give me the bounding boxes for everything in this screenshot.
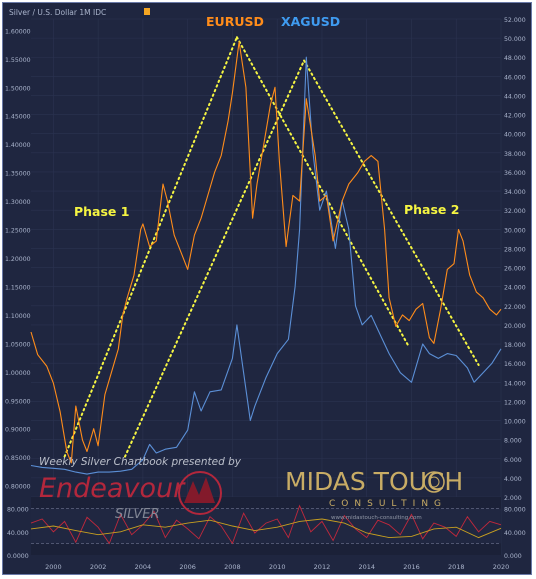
left-tick-label: 0.80000 xyxy=(5,484,31,491)
indicator-right-label: 0.000 xyxy=(504,553,522,560)
left-tick-label: 1.35000 xyxy=(5,171,31,178)
x-tick-label: 2012 xyxy=(314,563,331,571)
flag-icon[interactable] xyxy=(144,8,150,15)
x-tick-label: 2010 xyxy=(269,563,286,571)
right-tick-label: 20.000 xyxy=(504,323,526,330)
right-tick-label: 24.000 xyxy=(504,285,526,292)
right-tick-label: 42.000 xyxy=(504,113,526,120)
right-tick-label: 2.000 xyxy=(504,495,522,502)
right-tick-label: 46.000 xyxy=(504,74,526,81)
right-tick-label: 50.000 xyxy=(504,36,526,43)
right-tick-label: 8.000 xyxy=(504,438,522,445)
indicator-panel xyxy=(31,497,501,555)
endeavour-logo-text: Endeavour xyxy=(39,473,186,504)
right-tick-label: 28.000 xyxy=(504,246,526,253)
indicator-line-0 xyxy=(30,504,502,545)
indicator-left-label: 0.0000 xyxy=(7,553,29,560)
right-tick-label: 12.000 xyxy=(504,399,526,406)
x-tick-label: 2006 xyxy=(179,563,196,571)
left-tick-label: 1.25000 xyxy=(5,228,31,235)
right-tick-label: 48.000 xyxy=(504,55,526,62)
indicator-left-label: 40.000 xyxy=(7,530,29,537)
midas-emblem-icon xyxy=(423,471,445,493)
silver-logo-text: SILVER xyxy=(115,507,160,522)
phase-trend-line xyxy=(124,59,306,458)
x-tick-label: 2002 xyxy=(90,563,107,571)
left-tick-label: 1.20000 xyxy=(5,256,31,263)
right-tick-label: 14.000 xyxy=(504,380,526,387)
indicator-line-1 xyxy=(30,518,502,539)
left-tick-label: 1.55000 xyxy=(5,57,31,64)
right-tick-label: 22.000 xyxy=(504,304,526,311)
right-tick-label: 36.000 xyxy=(504,170,526,177)
series-lines xyxy=(30,41,502,475)
right-tick-label: 30.000 xyxy=(504,227,526,234)
right-tick-label: 52.000 xyxy=(504,17,526,24)
left-tick-label: 1.00000 xyxy=(5,370,31,377)
indicator-left-label: 80.000 xyxy=(7,507,29,514)
right-tick-label: 32.000 xyxy=(504,208,526,215)
left-tick-label: 1.60000 xyxy=(5,28,31,35)
indicator-right-label: 40.000 xyxy=(504,530,526,537)
x-tick-label: 2004 xyxy=(135,563,152,571)
right-tick-label: 34.000 xyxy=(504,189,526,196)
left-tick-label: 1.10000 xyxy=(5,313,31,320)
series-line-xagusd xyxy=(30,56,502,475)
symbol-text: Silver / U.S. Dollar 1M IDC xyxy=(9,8,106,17)
legend-eurusd: EURUSD xyxy=(206,14,264,29)
x-tick-label: 2014 xyxy=(358,563,375,571)
left-tick-label: 1.40000 xyxy=(5,142,31,149)
right-tick-label: 44.000 xyxy=(504,93,526,100)
right-tick-label: 38.000 xyxy=(504,151,526,158)
x-tick-label: 2008 xyxy=(224,563,241,571)
x-tick-label: 2018 xyxy=(448,563,465,571)
right-tick-label: 16.000 xyxy=(504,361,526,368)
watermark: Weekly Silver Chartbook presented by End… xyxy=(39,456,463,522)
left-tick-label: 0.85000 xyxy=(5,455,31,462)
right-tick-label: 10.000 xyxy=(504,419,526,426)
left-tick-label: 1.05000 xyxy=(5,341,31,348)
indicator-band-fill xyxy=(31,508,501,544)
x-tick-label: 2016 xyxy=(403,563,420,571)
url-text: www.midastouch-consulting.com xyxy=(331,515,422,521)
phase-lines xyxy=(63,36,480,458)
phase-trend-line xyxy=(63,36,238,458)
consulting-text: CONSULTING xyxy=(329,499,447,509)
right-tick-label: 6.000 xyxy=(504,457,522,464)
endeavour-emblem-icon xyxy=(178,471,222,515)
right-tick-label: 40.000 xyxy=(504,132,526,139)
left-tick-label: 1.45000 xyxy=(5,114,31,121)
left-tick-label: 0.90000 xyxy=(5,427,31,434)
right-tick-label: 18.000 xyxy=(504,342,526,349)
right-tick-label: 4.000 xyxy=(504,476,522,483)
grid xyxy=(31,18,502,555)
left-tick-label: 1.15000 xyxy=(5,284,31,291)
left-tick-label: 0.95000 xyxy=(5,398,31,405)
phase-trend-line xyxy=(235,36,411,349)
indicator-lines xyxy=(30,504,502,545)
annotation-phase-1: Phase 1 xyxy=(74,204,129,219)
indicator-right-label: 80.000 xyxy=(504,507,526,514)
chart-frame: 52.000 50.000 48.000 46.000 44.000 42.000 40.0… xyxy=(2,2,532,575)
chart-svg: 52.000 50.000 48.000 46.000 44.000 42.000 40.0… xyxy=(3,3,531,574)
series-line-eurusd xyxy=(30,41,502,464)
tick-labels: 52.000 50.000 48.000 46.000 44.000 42.000 40.0… xyxy=(5,17,526,571)
phase-trend-line xyxy=(303,59,480,366)
left-tick-label: 1.30000 xyxy=(5,199,31,206)
presented-by-text: Weekly Silver Chartbook presented by xyxy=(39,456,242,468)
left-tick-label: 1.50000 xyxy=(5,85,31,92)
annotation-phase-2: Phase 2 xyxy=(404,202,459,217)
x-tick-label: 2020 xyxy=(493,563,510,571)
legend-xagusd: XAGUSD xyxy=(281,14,340,29)
x-tick-label: 2000 xyxy=(45,563,62,571)
right-tick-label: 26.000 xyxy=(504,266,526,273)
